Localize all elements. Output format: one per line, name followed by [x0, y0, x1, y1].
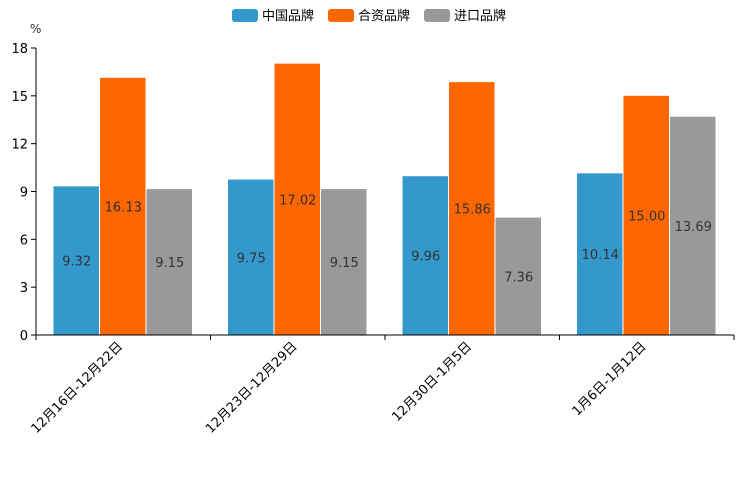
- legend-swatch: [424, 9, 450, 22]
- y-tick-label: 18: [11, 42, 28, 57]
- data-label: 9.15: [155, 256, 184, 271]
- bar: [577, 173, 623, 335]
- y-axis: 0 3 6 9 12 15 18: [11, 42, 37, 344]
- y-tick-label: 15: [11, 90, 28, 105]
- legend-label: 进口品牌: [454, 8, 506, 24]
- legend-swatch: [328, 9, 354, 22]
- x-tick-label: 12月16日-12月22日: [29, 339, 126, 436]
- legend: 中国品牌 合资品牌 进口品牌: [232, 8, 506, 24]
- data-label: 15.00: [628, 209, 665, 224]
- data-label: 9.75: [237, 251, 266, 266]
- bar-series: [53, 63, 716, 336]
- legend-label: 中国品牌: [262, 8, 314, 24]
- data-labels: 9.32 9.75 9.96 10.14 16.13 17.02 15.86 15.00 9.1…: [62, 193, 712, 285]
- x-tick-label: 12月23日-12月29日: [203, 339, 300, 436]
- bar: [100, 77, 146, 336]
- data-label: 17.02: [279, 193, 316, 208]
- y-tick-label: 3: [20, 281, 28, 296]
- legend-label: 合资品牌: [358, 8, 410, 24]
- bar: [321, 189, 367, 335]
- x-tick-label: 1月6日-1月12日: [570, 339, 650, 419]
- data-label: 10.14: [582, 248, 619, 263]
- x-tick-label: 12月30日-1月5日: [389, 339, 475, 425]
- bar: [274, 63, 320, 336]
- data-label: 15.86: [454, 203, 491, 218]
- data-label: 9.15: [330, 256, 359, 271]
- bar: [670, 116, 716, 336]
- y-axis-unit-label: %: [30, 22, 41, 36]
- y-tick-label: 12: [11, 138, 28, 153]
- y-tick-label: 6: [20, 233, 28, 248]
- data-label: 7.36: [504, 270, 533, 285]
- bar: [146, 189, 192, 335]
- bar: [402, 176, 448, 335]
- y-tick-label: 9: [20, 186, 28, 201]
- y-tick-label: 0: [20, 329, 28, 344]
- bar: [495, 217, 541, 335]
- legend-swatch: [232, 9, 258, 22]
- data-label: 13.69: [675, 220, 712, 235]
- data-label: 9.32: [62, 255, 91, 270]
- data-label: 16.13: [105, 200, 142, 215]
- bar: [53, 186, 99, 335]
- data-label: 9.96: [411, 250, 440, 265]
- x-axis: 12月16日-12月22日 12月23日-12月29日 12月30日-1月5日 1月6…: [29, 334, 735, 437]
- bar: [449, 82, 495, 335]
- bar: [228, 179, 274, 335]
- bar: [623, 95, 669, 335]
